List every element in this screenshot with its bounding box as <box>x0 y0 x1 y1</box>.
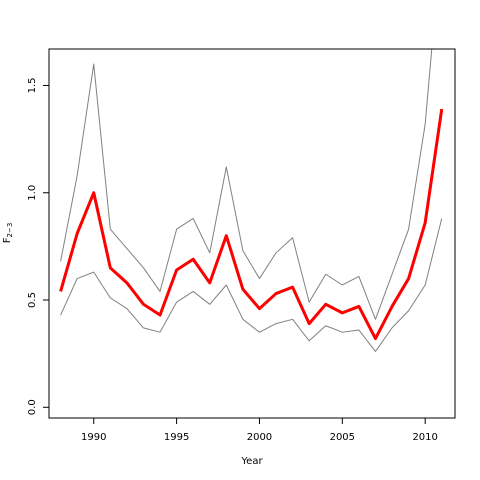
plot-frame <box>48 48 456 419</box>
x-tick-label: 2005 <box>330 432 355 443</box>
x-axis: 1990 1995 2000 2005 2010 <box>81 417 438 443</box>
y-axis-title: F2−3 <box>2 223 14 244</box>
y-axis-title-main: F <box>2 237 13 243</box>
series-layer <box>59 49 444 352</box>
y-axis: 0.0 0.5 1.0 1.5 <box>27 78 50 415</box>
x-tick-label: 1995 <box>164 432 189 443</box>
series-line-upper <box>60 49 433 320</box>
x-tick-label: 2010 <box>412 432 437 443</box>
y-tick-label: 1.5 <box>27 78 38 94</box>
series-line-lower <box>60 218 443 352</box>
y-tick-label: 0.5 <box>27 292 38 308</box>
y-tick-label: 1.0 <box>27 185 38 201</box>
y-tick-label: 0.0 <box>27 399 38 415</box>
x-axis-title: Year <box>240 456 263 467</box>
y-axis-title-subscript: 2−3 <box>6 223 14 238</box>
x-tick-label: 2000 <box>247 432 272 443</box>
x-tick-label: 1990 <box>81 432 106 443</box>
series-line-estimate <box>59 108 444 341</box>
